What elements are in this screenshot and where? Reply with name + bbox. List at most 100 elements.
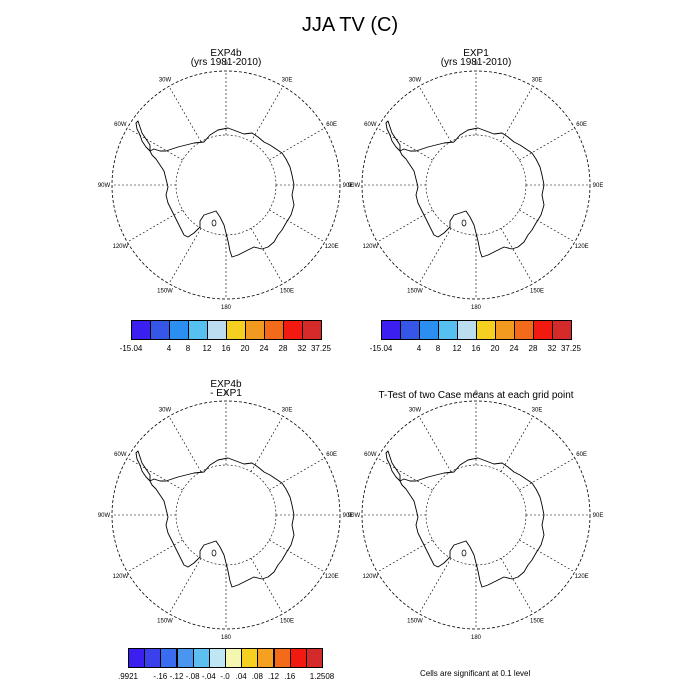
panel-4-title: T-Test of two Case means at each grid po… <box>346 390 606 401</box>
longitude-label: 90E <box>343 513 354 519</box>
colorbar-tick-label: -.0 <box>220 672 230 681</box>
meridian-line <box>250 416 284 472</box>
colorbar-swatch <box>264 320 284 340</box>
meridian-line <box>418 416 452 472</box>
longitude-label: 120W <box>113 244 129 250</box>
antarctica-coastline <box>399 457 545 588</box>
longitude-label: 30E <box>532 407 543 413</box>
colorbar-swatch <box>283 320 303 340</box>
meridian-line <box>250 558 284 614</box>
colorbar-tick-label: -.16 <box>153 672 168 681</box>
colorbar-tick-label: 4 <box>416 344 422 353</box>
latitude-circle <box>175 134 277 236</box>
colorbar-swatch <box>131 320 151 340</box>
meridian-line <box>168 86 202 142</box>
colorbar-swatch <box>225 648 243 668</box>
meridian-line <box>168 416 202 472</box>
longitude-label: 60W <box>114 122 127 128</box>
meridian-line <box>500 228 534 284</box>
colorbar-tick-label: 8 <box>185 344 191 353</box>
panel-4-title-line1: T-Test of two Case means at each grid po… <box>378 390 574 401</box>
panel-2-title: EXP1 (yrs 1981-2010) <box>366 49 586 68</box>
panel-3-title-line1: EXP4b <box>210 379 242 390</box>
longitude-label: 150W <box>157 289 173 295</box>
meridian-line <box>519 457 575 491</box>
meridian-line <box>127 539 183 573</box>
longitude-label: 30W <box>409 77 422 83</box>
meridian-line <box>500 86 534 142</box>
colorbar-tick-label: .04 <box>235 672 247 681</box>
longitude-label: 30W <box>159 77 172 83</box>
meridian-line <box>377 127 433 161</box>
longitude-label: 90E <box>343 183 354 189</box>
longitude-label: 120E <box>325 574 339 580</box>
longitude-label: 150E <box>280 289 294 295</box>
meridian-line <box>250 228 284 284</box>
panel-1-title-line2: (yrs 1981-2010) <box>190 57 262 68</box>
meridian-line <box>519 209 575 243</box>
longitude-label: 90E <box>593 183 604 189</box>
map-panel-1: 0 30E 60E 90E 120E 150E 180 150W 120W 90W 60W 30W <box>98 61 354 311</box>
colorbar-swatch <box>245 320 265 340</box>
meridian-line <box>127 127 183 161</box>
colorbar-tick-label: 12 <box>452 344 462 353</box>
colorbar-swatch <box>533 320 553 340</box>
colorbar-tick-label: 37.25 <box>560 344 582 353</box>
colorbar-tick-label: 8 <box>435 344 441 353</box>
meridian-line <box>500 416 534 472</box>
figure-title: JJA TV (C) <box>301 14 399 36</box>
panel-2-title-line2: (yrs 1981-2010) <box>440 57 512 68</box>
colorbar-swatch <box>169 320 189 340</box>
longitude-label: 60E <box>576 452 587 458</box>
antarctic-peninsula <box>385 120 401 152</box>
colorbar-tick-label: 28 <box>528 344 538 353</box>
meridian-line <box>519 539 575 573</box>
colorbar-tick-label: 24 <box>509 344 519 353</box>
colorbar-tick-label: .12 <box>267 672 280 681</box>
colorbar-swatch <box>207 320 227 340</box>
longitude-label: 90E <box>593 513 604 519</box>
longitude-label: 60W <box>114 452 127 458</box>
colorbar-panel-3: .9921 -.16 -.12 -.08 -.04 -.0 .04 .08 .12 .16 1.25… <box>118 648 334 688</box>
meridian-line <box>269 457 325 491</box>
colorbar-tick-label: -.12 <box>169 672 184 681</box>
map-panel-3: 0 30E 60E 90E 120E 150E 180 150W 120W 90W 60W 30W <box>98 391 354 641</box>
colorbar-swatch <box>160 648 178 668</box>
meridian-line <box>269 127 325 161</box>
meridian-line <box>269 539 325 573</box>
map-boundary-circle <box>361 70 591 300</box>
longitude-label: 60W <box>364 452 377 458</box>
longitude-label: 30W <box>159 407 172 413</box>
colorbar-panel-1: -15.04 4 8 12 16 20 24 28 32 37.25 <box>120 320 331 360</box>
longitude-label: 90W <box>348 183 361 189</box>
panel-1-title-line1: EXP4b <box>210 48 242 59</box>
longitude-label: 30W <box>409 407 422 413</box>
longitude-label: 30E <box>282 407 293 413</box>
meridian-line <box>269 209 325 243</box>
panel-3-title: EXP4b - EXP1 <box>116 379 336 399</box>
island-outline <box>211 549 217 557</box>
colorbar-tick-label: 12 <box>202 344 212 353</box>
colorbar-swatch <box>188 320 208 340</box>
map-boundary-circle <box>111 70 341 300</box>
colorbar-swatch <box>381 320 401 340</box>
map-boundary-circle <box>111 400 341 630</box>
meridian-line <box>250 86 284 142</box>
colorbar-swatch <box>302 320 322 340</box>
meridian-line <box>418 228 452 284</box>
longitude-label: 120E <box>575 574 589 580</box>
antarctic-peninsula <box>385 450 401 482</box>
colorbar-swatch <box>208 648 226 668</box>
colorbar-tick-label: 24 <box>259 344 269 353</box>
colorbar-tick-label: -.08 <box>185 672 200 681</box>
colorbar-swatch <box>257 648 275 668</box>
colorbar-swatch <box>176 648 194 668</box>
colorbar-tick-label: 4 <box>166 344 172 353</box>
colorbar-swatch <box>150 320 170 340</box>
longitude-label: 60E <box>326 452 337 458</box>
meridian-line <box>418 86 452 142</box>
longitude-label: 120W <box>363 244 379 250</box>
map-panel-2: 0 30E 60E 90E 120E 150E 180 150W 120W 90W 60W 30W <box>348 61 604 311</box>
meridian-line <box>127 457 183 491</box>
colorbar-swatch <box>128 648 146 668</box>
